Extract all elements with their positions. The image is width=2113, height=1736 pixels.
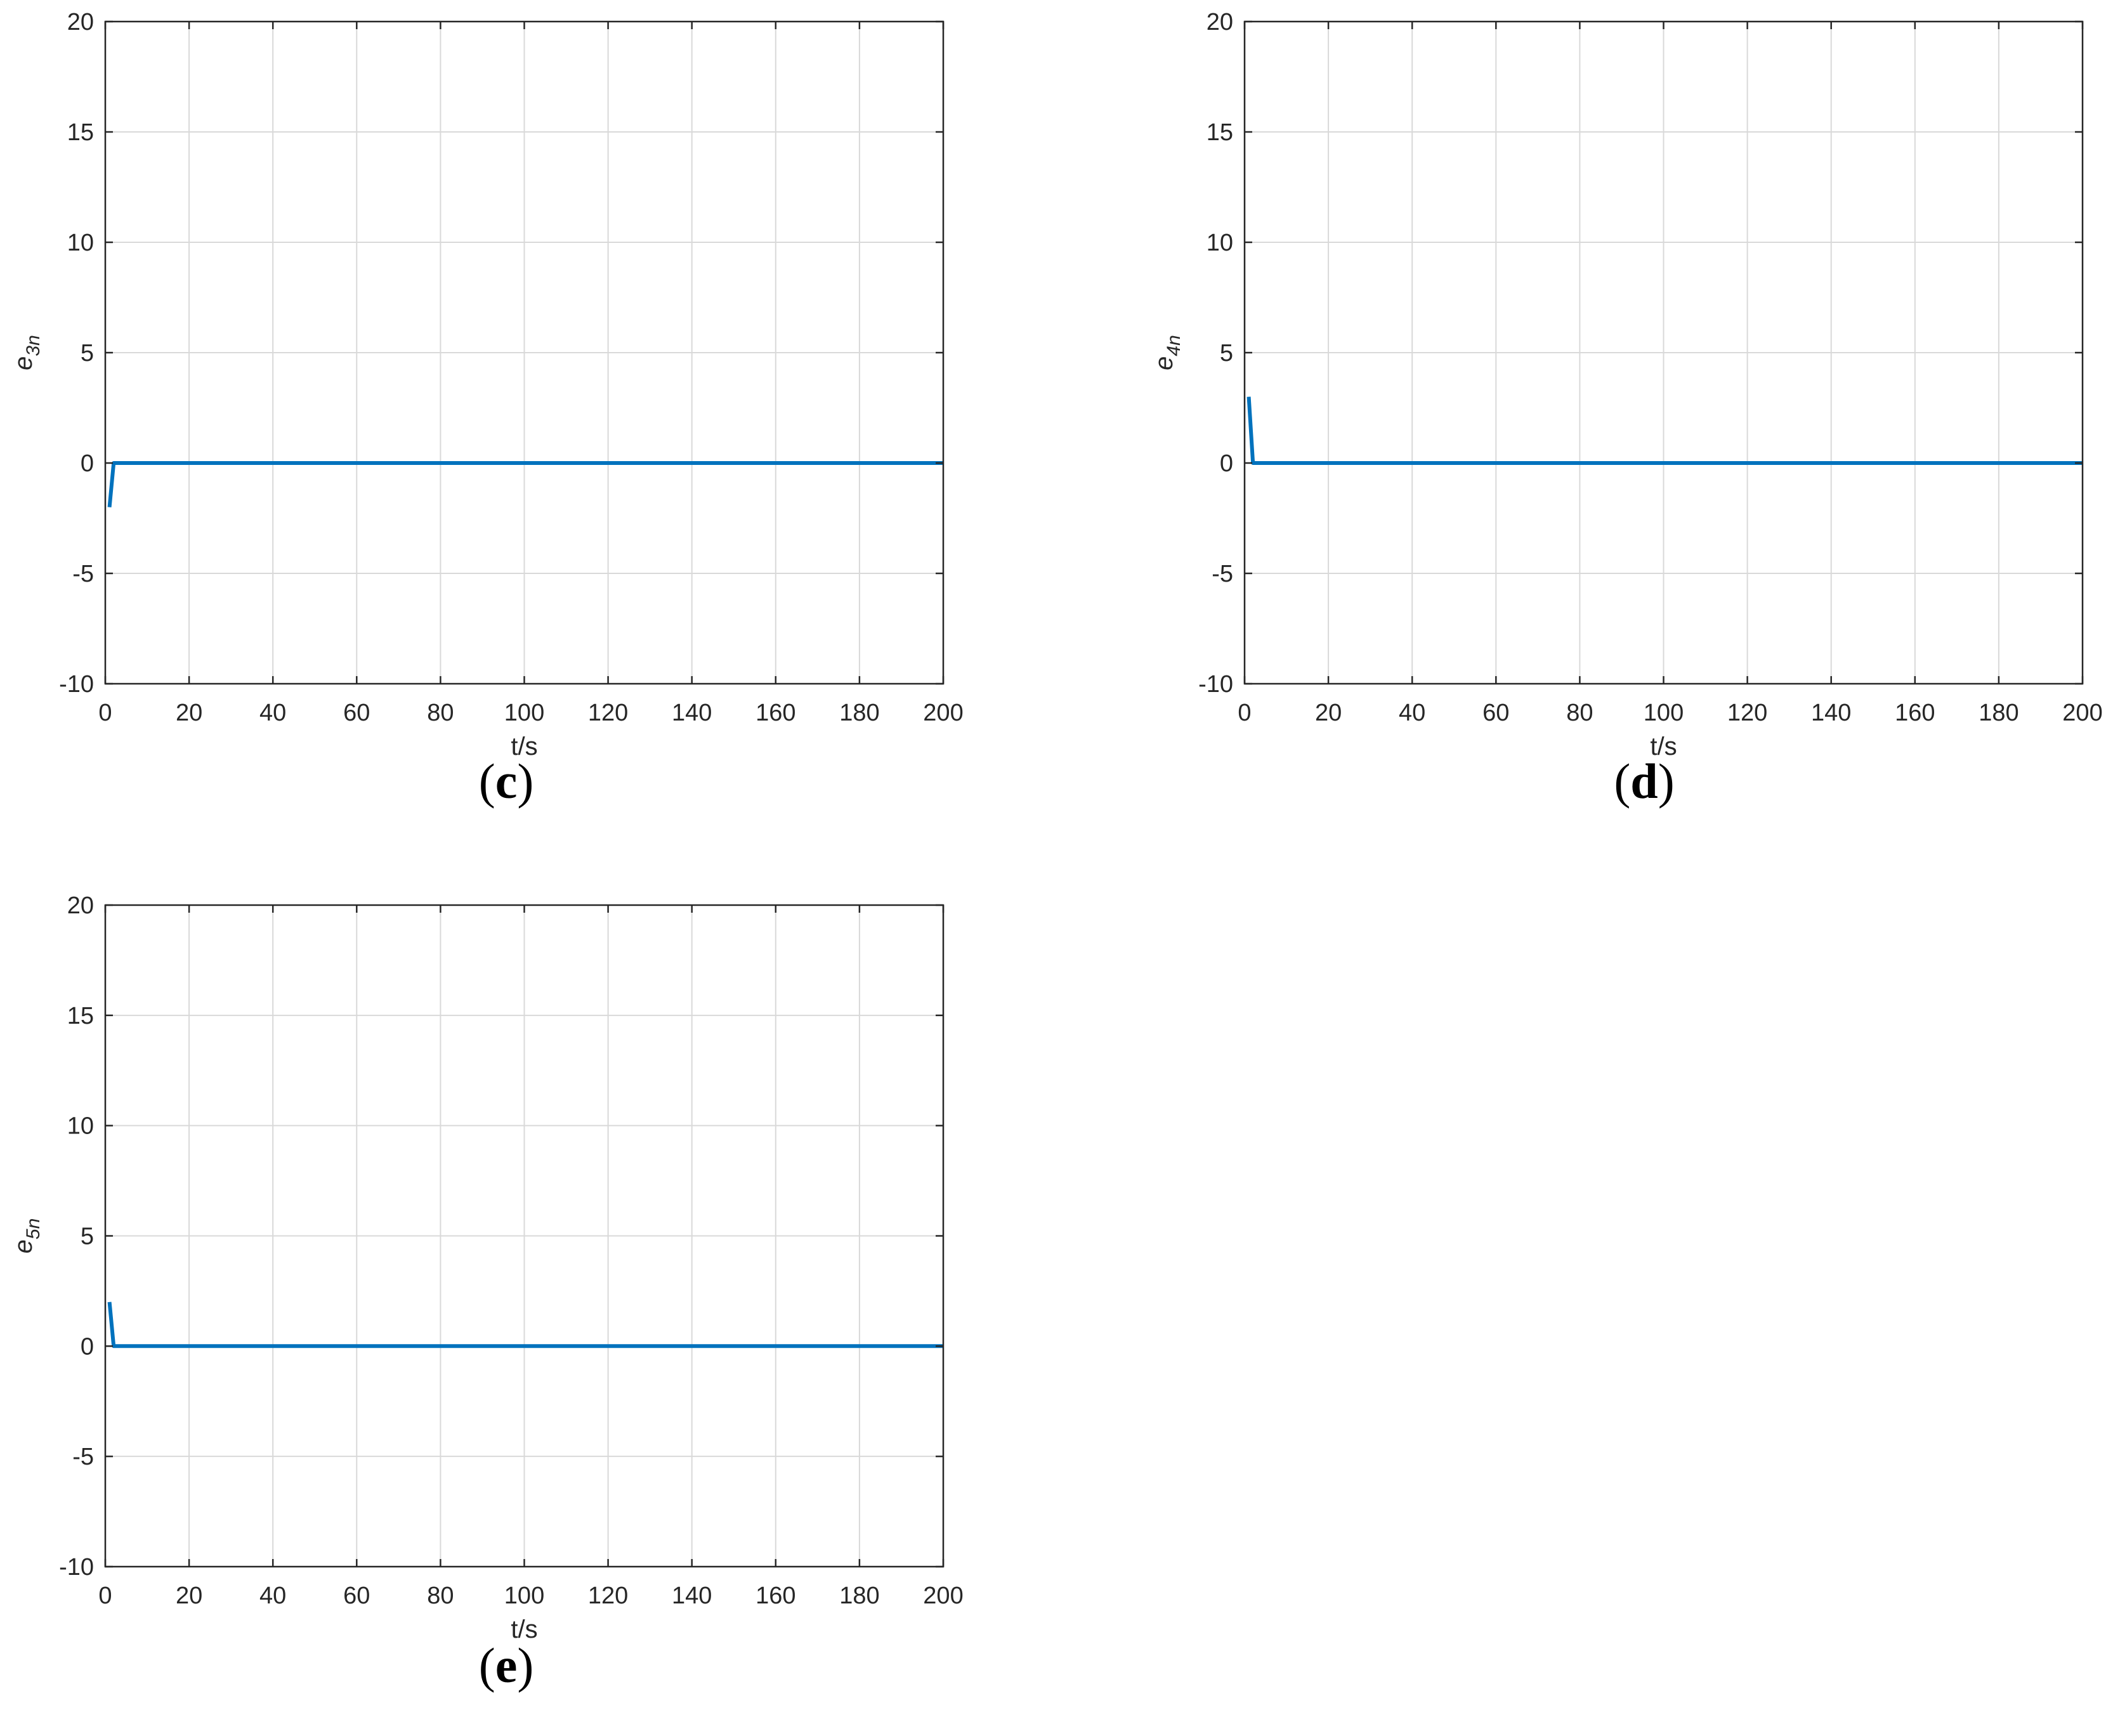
panel-label-close-paren: ) (517, 754, 533, 809)
panel-label-open-paren: ( (1614, 754, 1630, 809)
y-tick-label: 0 (1220, 450, 1233, 477)
x-tick-label: 40 (259, 1583, 286, 1609)
panel-label: (d) (1614, 754, 1674, 809)
y-tick-label: 15 (67, 119, 94, 146)
panel-label-letter: c (495, 754, 518, 809)
chart-c: 0 20 40 60 80 100 120 140 160 180 200 -10 -5 0 5 10 15 20… (10, 9, 964, 809)
panel-label-letter: d (1630, 754, 1658, 809)
x-tick-label: 180 (1979, 700, 2018, 726)
x-tick-label: 160 (756, 1583, 795, 1609)
panel-label-close-paren: ) (1658, 754, 1675, 809)
x-tick-label: 20 (176, 700, 202, 726)
x-tick-label: 100 (504, 1583, 544, 1609)
y-tick-label: 10 (1207, 230, 1233, 256)
panel-label: (c) (479, 754, 534, 809)
y-tick-label: -5 (72, 561, 94, 587)
x-axis-label: t/s (511, 733, 537, 760)
x-tick-label: 80 (427, 700, 454, 726)
y-tick-label: 5 (81, 1224, 94, 1250)
x-tick-label: 160 (1895, 700, 1935, 726)
x-tick-label: 200 (923, 1583, 963, 1609)
y-axis-label-subscript: 4n (1163, 335, 1184, 356)
panel-label-letter: e (495, 1638, 518, 1693)
x-tick-label: 80 (427, 1583, 454, 1609)
y-tick-label: -10 (59, 1554, 94, 1581)
y-tick-label: 10 (67, 1113, 94, 1140)
y-axis-label: e5n (10, 1218, 44, 1254)
x-tick-label: 100 (1644, 700, 1684, 726)
y-tick-label: -5 (72, 1444, 94, 1470)
y-axis-label-subscript: 5n (23, 1218, 44, 1239)
y-tick-label: 20 (67, 9, 94, 36)
series-line (1246, 396, 2083, 465)
y-tick-label: 5 (81, 340, 94, 367)
x-tick-label: 140 (672, 700, 712, 726)
y-tick-label: -10 (1198, 671, 1233, 698)
panel-label-close-paren: ) (517, 1638, 533, 1693)
x-tick-label: 60 (343, 700, 370, 726)
y-tick-label: -5 (1212, 561, 1233, 587)
x-tick-label: 200 (923, 700, 963, 726)
x-tick-label: 160 (756, 700, 795, 726)
x-tick-label: 0 (98, 1583, 112, 1609)
y-tick-label: 20 (1207, 9, 1233, 36)
x-axis-label: t/s (511, 1615, 537, 1643)
panel-label-open-paren: ( (479, 754, 495, 809)
panel-label: (e) (479, 1638, 534, 1693)
panel-label-open-paren: ( (479, 1638, 495, 1693)
x-tick-label: 60 (1482, 700, 1509, 726)
y-tick-label: 10 (67, 230, 94, 256)
x-tick-label: 20 (176, 1583, 202, 1609)
x-tick-label: 0 (1238, 700, 1251, 726)
x-tick-label: 120 (588, 700, 628, 726)
y-tick-label: 20 (67, 892, 94, 919)
x-tick-label: 60 (343, 1583, 370, 1609)
x-tick-label: 40 (1399, 700, 1425, 726)
y-axis-label-base: e (10, 1239, 37, 1253)
y-axis-label: e3n (10, 335, 44, 370)
chart-d: 0 20 40 60 80 100 120 140 160 180 200 -10 -5 0 5 10 15 20… (1150, 9, 2103, 809)
x-tick-label: 40 (259, 700, 286, 726)
x-tick-label: 80 (1566, 700, 1593, 726)
x-tick-label: 140 (672, 1583, 712, 1609)
x-tick-label: 120 (588, 1583, 628, 1609)
y-axis-label: e4n (1150, 335, 1184, 370)
y-tick-label: 0 (81, 450, 94, 477)
x-tick-label: 140 (1811, 700, 1851, 726)
y-axis-label-subscript: 3n (23, 335, 44, 356)
x-tick-label: 0 (98, 700, 112, 726)
y-tick-label: 15 (67, 1003, 94, 1029)
x-tick-label: 200 (2062, 700, 2102, 726)
y-axis-label-base: e (10, 356, 37, 370)
x-tick-label: 180 (839, 700, 879, 726)
x-tick-label: 180 (839, 1583, 879, 1609)
chart-e: 0 20 40 60 80 100 120 140 160 180 200 -10 -5 0 5 10 15 20… (10, 892, 964, 1693)
y-tick-label: -10 (59, 671, 94, 698)
y-tick-label: 5 (1220, 340, 1233, 367)
y-tick-label: 15 (1207, 119, 1233, 146)
x-tick-label: 100 (504, 700, 544, 726)
x-tick-label: 120 (1727, 700, 1767, 726)
y-tick-label: 0 (81, 1333, 94, 1360)
series-line (107, 1302, 943, 1348)
x-axis-label: t/s (1650, 733, 1677, 760)
x-tick-label: 20 (1315, 700, 1342, 726)
series-line (107, 461, 943, 507)
y-axis-label-base: e (1150, 356, 1178, 370)
